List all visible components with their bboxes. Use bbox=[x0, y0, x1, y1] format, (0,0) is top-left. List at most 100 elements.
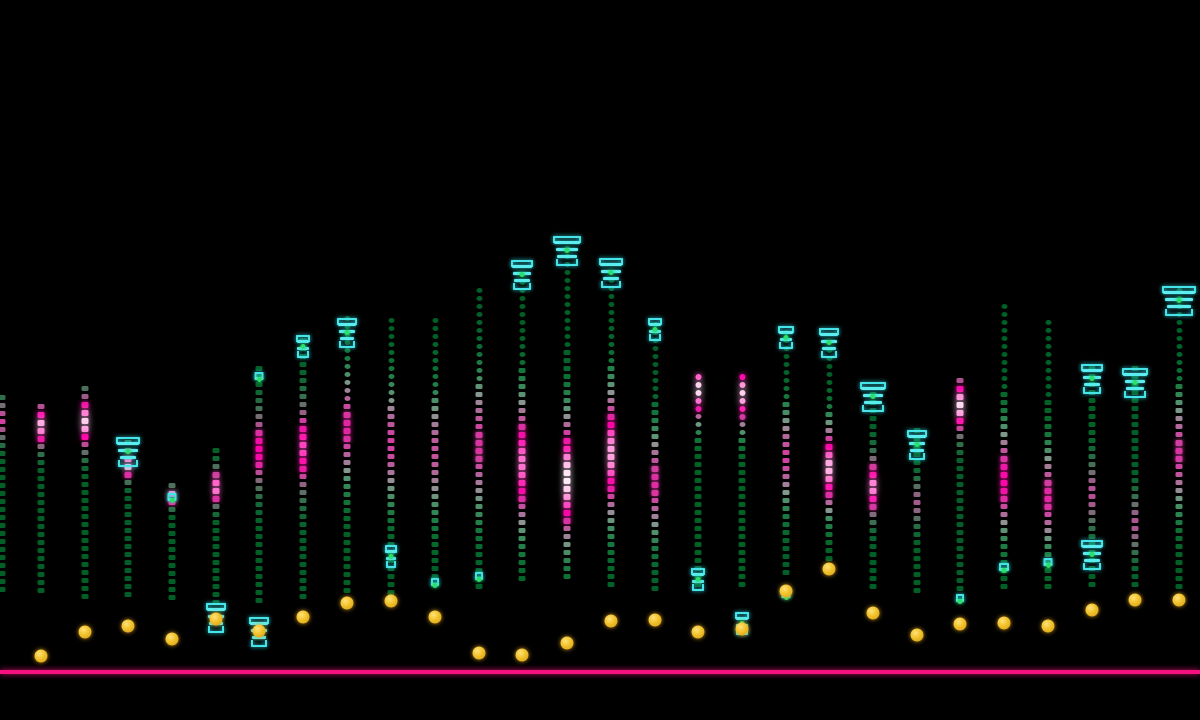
strip-segment bbox=[608, 270, 614, 275]
strip-segment bbox=[694, 550, 702, 555]
strip-segment bbox=[1088, 510, 1096, 515]
strip-segment bbox=[607, 446, 615, 452]
marker-rule bbox=[861, 387, 885, 390]
density-strip-c15 bbox=[607, 270, 615, 587]
strip-segment bbox=[1000, 560, 1008, 565]
strip-segment bbox=[563, 574, 571, 579]
strip-segment bbox=[387, 518, 395, 523]
strip-segment bbox=[168, 547, 176, 552]
strip-segment bbox=[782, 458, 790, 463]
strip-segment bbox=[826, 356, 832, 361]
strip-segment bbox=[519, 360, 525, 365]
strip-segment bbox=[869, 528, 877, 533]
strip-segment bbox=[255, 398, 263, 403]
strip-segment bbox=[1044, 504, 1052, 510]
strip-segment bbox=[956, 498, 964, 503]
density-strip-c12 bbox=[475, 288, 483, 589]
strip-segment bbox=[124, 456, 132, 462]
strip-segment bbox=[563, 358, 571, 363]
strip-segment bbox=[826, 396, 832, 401]
outlier-dot bbox=[165, 632, 179, 646]
strip-segment bbox=[343, 588, 351, 593]
strip-segment bbox=[299, 514, 307, 519]
strip-segment bbox=[563, 486, 571, 492]
strip-segment bbox=[387, 526, 395, 531]
strip-segment bbox=[651, 570, 659, 575]
strip-segment bbox=[651, 522, 659, 527]
strip-segment bbox=[738, 486, 746, 491]
strip-segment bbox=[1000, 456, 1008, 462]
strip-segment bbox=[255, 518, 263, 523]
outlier-dot bbox=[428, 610, 442, 624]
strip-segment bbox=[1000, 520, 1008, 525]
density-strip-c04 bbox=[124, 440, 132, 597]
strip-segment bbox=[1001, 312, 1007, 317]
strip-segment bbox=[81, 410, 89, 416]
strip-segment bbox=[475, 496, 483, 501]
strip-segment bbox=[1044, 480, 1052, 486]
outlier-dot bbox=[340, 596, 354, 610]
strip-segment bbox=[913, 484, 921, 489]
strip-segment bbox=[0, 571, 6, 576]
strip-segment bbox=[564, 318, 570, 323]
strip-segment bbox=[738, 478, 746, 483]
strip-segment bbox=[1176, 376, 1182, 381]
strip-segment bbox=[255, 550, 263, 555]
strip-segment bbox=[825, 436, 833, 441]
strip-segment bbox=[1088, 374, 1096, 379]
strip-segment bbox=[299, 354, 307, 359]
strip-segment bbox=[0, 587, 6, 592]
strip-segment bbox=[1044, 536, 1052, 541]
strip-segment bbox=[607, 542, 615, 547]
strip-segment bbox=[1044, 560, 1052, 565]
strip-segment bbox=[738, 550, 746, 555]
density-strip-c03 bbox=[81, 386, 89, 599]
strip-segment bbox=[431, 510, 439, 515]
strip-segment bbox=[782, 538, 790, 543]
strip-segment bbox=[431, 478, 439, 483]
strip-segment bbox=[255, 510, 263, 515]
strip-segment bbox=[956, 586, 964, 591]
strip-segment bbox=[738, 446, 746, 451]
marker-top-bracket bbox=[553, 236, 581, 243]
density-strip-c25 bbox=[1044, 320, 1052, 589]
strip-segment bbox=[387, 502, 395, 507]
strip-segment bbox=[739, 406, 745, 412]
strip-segment bbox=[255, 462, 263, 468]
strip-segment bbox=[0, 467, 6, 472]
strip-segment bbox=[1175, 392, 1183, 397]
strip-segment bbox=[1176, 288, 1182, 293]
strip-segment bbox=[956, 490, 964, 495]
strip-segment bbox=[37, 428, 45, 434]
strip-segment bbox=[388, 350, 394, 355]
strip-segment bbox=[652, 338, 658, 343]
strip-segment bbox=[826, 404, 832, 409]
strip-segment bbox=[1131, 398, 1139, 403]
strip-segment bbox=[81, 442, 89, 447]
strip-segment bbox=[869, 464, 877, 470]
strip-segment bbox=[956, 546, 964, 551]
strip-segment bbox=[519, 328, 525, 333]
strip-segment bbox=[343, 492, 351, 497]
strip-segment bbox=[81, 466, 89, 471]
strip-segment bbox=[387, 550, 395, 555]
strip-segment bbox=[1088, 422, 1096, 427]
strip-segment bbox=[1175, 568, 1183, 573]
strip-segment bbox=[124, 536, 132, 541]
strip-segment bbox=[825, 428, 833, 433]
marker-rule bbox=[819, 333, 839, 336]
strip-segment bbox=[37, 444, 45, 449]
strip-segment bbox=[563, 398, 571, 403]
strip-segment bbox=[1176, 296, 1182, 301]
strip-segment bbox=[344, 332, 350, 337]
outlier-dot bbox=[78, 625, 92, 639]
strip-segment bbox=[37, 412, 45, 418]
strip-segment bbox=[956, 538, 964, 543]
strip-segment bbox=[1088, 550, 1096, 555]
strip-segment bbox=[1044, 496, 1052, 502]
strip-segment bbox=[255, 494, 263, 499]
strip-segment bbox=[168, 491, 176, 497]
strip-segment bbox=[255, 526, 263, 531]
strip-segment bbox=[475, 488, 483, 493]
strip-segment bbox=[431, 550, 439, 555]
